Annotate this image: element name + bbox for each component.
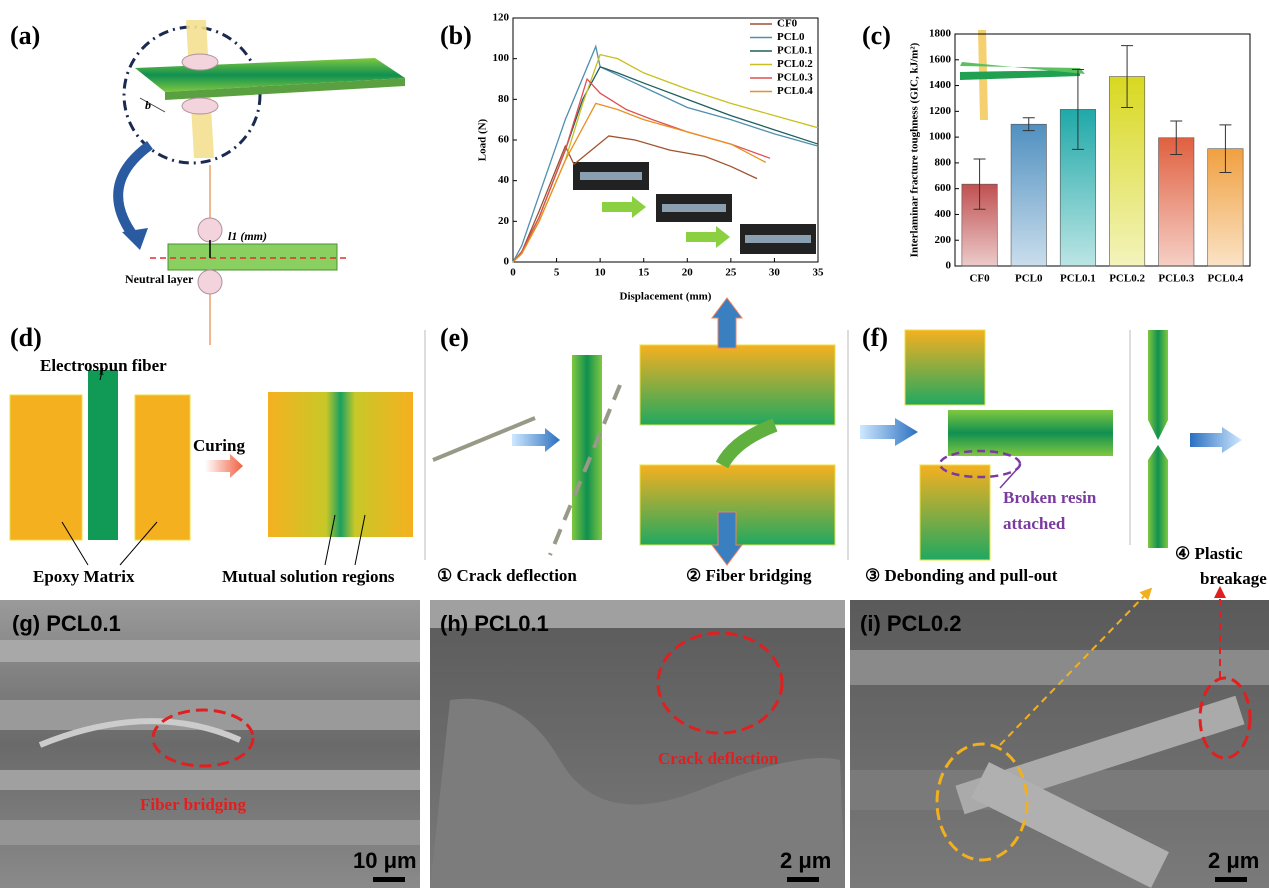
- panel-a-drawing: [113, 20, 405, 345]
- x-tick-label: 0: [510, 267, 516, 279]
- scale-label: 2 μm: [780, 848, 831, 873]
- note-line: Broken resin: [1003, 488, 1097, 507]
- distance-label: l1 (mm): [228, 229, 267, 243]
- error-bar: [1219, 124, 1232, 174]
- panel-f-drawing: [860, 329, 1242, 561]
- x-tick-label: PCL0.1: [1060, 273, 1096, 285]
- error-bar: [973, 158, 986, 210]
- y-tick-label: 600: [935, 182, 952, 194]
- x-tick-label: 10: [595, 267, 607, 279]
- panel-label: (f): [862, 323, 888, 352]
- legend-label: CF0: [777, 18, 798, 30]
- sem-i: [850, 586, 1269, 888]
- data-line: [512, 44, 819, 263]
- panel-label: (e): [440, 323, 469, 352]
- scale-label: 10 μm: [353, 848, 417, 873]
- data-line: [512, 102, 767, 263]
- x-tick-label: 35: [813, 267, 825, 279]
- legend-label: PCL0.4: [777, 85, 813, 97]
- panel-label: (a): [10, 21, 40, 50]
- sem-label: (g) PCL0.1: [12, 611, 121, 636]
- y-tick-label: 1800: [929, 28, 952, 40]
- y-tick-label: 400: [935, 208, 952, 220]
- mechanism-label: ③ Debonding and pull-out: [865, 566, 1058, 585]
- y-tick-label: 120: [493, 12, 510, 24]
- mechanism-label: ② Fiber bridging: [686, 566, 812, 585]
- mechanism-label: ① Crack deflection: [437, 566, 577, 585]
- x-tick-label: 5: [554, 267, 560, 279]
- legend-label: PCL0.2: [777, 58, 813, 70]
- y-tick-label: 0: [504, 256, 510, 268]
- y-tick-label: 200: [935, 234, 952, 246]
- y-tick-label: 0: [946, 260, 952, 272]
- legend-label: PCL0.3: [777, 72, 813, 84]
- data-line: [512, 135, 758, 263]
- inset-photos: [573, 162, 816, 254]
- y-axis-label: Interlaminar fracture toughness (GIC, kJ…: [909, 42, 921, 257]
- y-tick-label: 100: [493, 52, 510, 64]
- x-tick-label: PCL0.4: [1208, 273, 1244, 285]
- sem-h: [430, 600, 845, 888]
- bar: [1010, 123, 1047, 267]
- y-axis-label: Load (N): [477, 118, 489, 161]
- panel-e-drawing: [432, 297, 836, 566]
- y-tick-label: 1400: [929, 79, 952, 91]
- fiber-label: Electrospun fiber: [40, 356, 167, 375]
- legend-label: PCL0: [777, 31, 805, 43]
- x-tick-label: 20: [682, 267, 694, 279]
- x-tick-label: 30: [769, 267, 781, 279]
- bar: [1109, 76, 1146, 267]
- sem-label: (i) PCL0.2: [860, 611, 961, 636]
- x-tick-label: CF0: [969, 273, 990, 285]
- error-bar: [1121, 45, 1134, 108]
- error-bar: [1071, 68, 1084, 150]
- x-tick-label: PCL0.3: [1158, 273, 1194, 285]
- y-tick-label: 40: [498, 174, 510, 186]
- y-tick-label: 1000: [929, 131, 952, 143]
- y-tick-label: 20: [498, 215, 510, 227]
- layer-label: Neutral layer: [125, 272, 194, 286]
- scale-label: 2 μm: [1208, 848, 1259, 873]
- panel-label: (b): [440, 21, 472, 50]
- panel-d-drawing: [9, 367, 413, 566]
- y-tick-label: 1200: [929, 105, 952, 117]
- legend-label: PCL0.1: [777, 45, 813, 57]
- plot-frame: [954, 33, 1251, 267]
- panel-c-inset: [960, 30, 1085, 120]
- error-bar: [1022, 117, 1035, 132]
- panel-label: (d): [10, 323, 42, 352]
- region-label: Mutual solution regions: [222, 567, 395, 586]
- sem-annotation: Fiber bridging: [140, 795, 246, 814]
- sem-label: (h) PCL0.1: [440, 611, 549, 636]
- plastic-line: breakage: [1200, 569, 1267, 588]
- y-tick-label: 800: [935, 156, 952, 168]
- x-tick-label: 15: [638, 267, 650, 279]
- y-tick-label: 1600: [929, 53, 952, 65]
- x-tick-label: PCL0: [1015, 273, 1043, 285]
- x-tick-label: PCL0.2: [1109, 273, 1145, 285]
- plastic-line: ④ Plastic: [1175, 544, 1243, 563]
- note-line: attached: [1003, 514, 1066, 533]
- step-label: Curing: [193, 436, 245, 455]
- bar: [1158, 137, 1195, 267]
- y-tick-label: 60: [498, 134, 510, 146]
- sem-annotation: Crack deflection: [658, 749, 779, 768]
- width-label: b: [145, 98, 151, 112]
- x-tick-label: 25: [725, 267, 737, 279]
- panel-label: (c): [862, 21, 891, 50]
- y-tick-label: 80: [498, 93, 510, 105]
- sem-g: [0, 600, 420, 888]
- x-axis-label: Displacement (mm): [620, 291, 712, 303]
- error-bar: [1170, 120, 1183, 156]
- matrix-label: Epoxy Matrix: [33, 567, 135, 586]
